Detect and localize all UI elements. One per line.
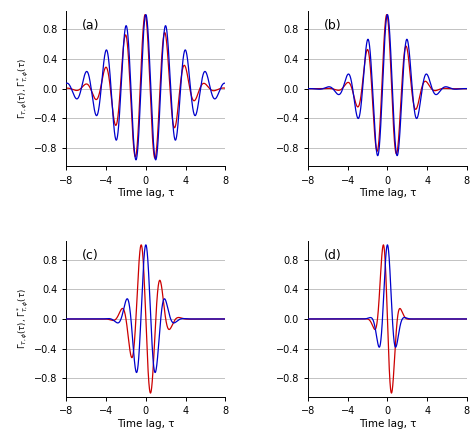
Y-axis label: $\Gamma_{T,\phi}(\tau)$, $\Gamma^*_{T,\phi}(\tau)$: $\Gamma_{T,\phi}(\tau)$, $\Gamma^*_{T,\p… — [16, 289, 31, 349]
Text: (b): (b) — [324, 19, 341, 32]
Text: (d): (d) — [324, 249, 342, 262]
Y-axis label: $\Gamma_{T,\phi}(\tau)$, $\Gamma^*_{T,\phi}(\tau)$: $\Gamma_{T,\phi}(\tau)$, $\Gamma^*_{T,\p… — [16, 58, 31, 119]
X-axis label: Time lag, τ: Time lag, τ — [359, 188, 416, 198]
X-axis label: Time lag, τ: Time lag, τ — [117, 419, 174, 429]
Text: (c): (c) — [82, 249, 99, 262]
Text: (a): (a) — [82, 19, 100, 32]
X-axis label: Time lag, τ: Time lag, τ — [359, 419, 416, 429]
X-axis label: Time lag, τ: Time lag, τ — [117, 188, 174, 198]
